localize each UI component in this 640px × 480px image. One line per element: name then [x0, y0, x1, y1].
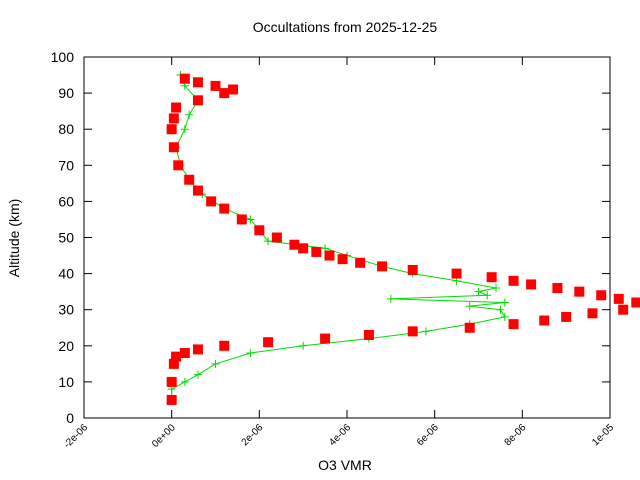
point	[219, 340, 230, 351]
y-tick-label: 90	[58, 85, 74, 101]
point	[596, 290, 607, 301]
point	[171, 351, 182, 362]
point	[483, 291, 492, 300]
point	[337, 254, 348, 265]
point	[377, 261, 388, 272]
point	[474, 287, 483, 296]
point	[289, 239, 300, 250]
point	[180, 377, 189, 386]
point	[206, 196, 217, 207]
point	[631, 297, 640, 308]
point	[500, 312, 509, 321]
y-tick-label: 100	[51, 49, 75, 65]
point	[421, 327, 430, 336]
point	[171, 102, 182, 113]
point	[492, 284, 501, 293]
point	[192, 344, 203, 355]
y-tick-label: 0	[66, 410, 74, 426]
point	[219, 88, 230, 99]
point	[166, 376, 177, 387]
point	[324, 250, 335, 261]
x-tick-label: 6e-06	[415, 422, 441, 448]
point	[618, 304, 629, 315]
x-axis-label: O3 VMR	[318, 457, 372, 473]
point	[526, 279, 537, 290]
point	[168, 142, 179, 153]
y-tick-label: 30	[58, 302, 74, 318]
x-tick-label: 2e-06	[240, 422, 266, 448]
point	[192, 185, 203, 196]
point	[508, 275, 519, 286]
point	[271, 232, 282, 243]
y-tick-label: 70	[58, 157, 74, 173]
point	[298, 243, 309, 254]
point	[299, 341, 308, 350]
point	[355, 257, 366, 268]
point	[228, 84, 239, 95]
point	[168, 113, 179, 124]
point	[264, 237, 273, 246]
point	[193, 370, 202, 379]
y-tick-label: 10	[58, 374, 74, 390]
point	[386, 294, 395, 303]
point	[500, 298, 509, 307]
y-axis-label: Altitude (km)	[6, 199, 22, 278]
y-tick-label: 20	[58, 338, 74, 354]
chart-title: Occultations from 2025-12-25	[253, 19, 438, 35]
point	[173, 160, 184, 171]
point	[407, 264, 418, 275]
point	[246, 215, 255, 224]
point	[496, 305, 505, 314]
point	[166, 124, 177, 135]
point	[254, 225, 265, 236]
y-tick-label: 50	[58, 230, 74, 246]
point	[451, 268, 462, 279]
series-line	[171, 74, 506, 400]
point	[561, 311, 572, 322]
x-tick-label: 8e-06	[503, 422, 529, 448]
point	[219, 203, 230, 214]
plot-border	[83, 56, 611, 419]
point	[166, 394, 177, 405]
x-tick-label: 0e+00	[150, 422, 178, 450]
point	[539, 315, 550, 326]
x-tick-label: -2e-06	[62, 422, 91, 451]
point	[574, 286, 585, 297]
point	[552, 283, 563, 294]
point	[407, 326, 418, 337]
point	[192, 95, 203, 106]
point	[613, 293, 624, 304]
y-tick-label: 60	[58, 193, 74, 209]
point	[311, 246, 322, 257]
point	[180, 125, 189, 134]
point	[210, 80, 221, 91]
point	[168, 358, 179, 369]
point	[464, 322, 475, 333]
x-tick-label: 4e-06	[327, 422, 353, 448]
point	[185, 110, 194, 119]
point	[246, 349, 255, 358]
point	[184, 174, 195, 185]
point	[179, 348, 190, 359]
point	[465, 302, 474, 311]
y-tick-label: 80	[58, 121, 74, 137]
point	[508, 319, 519, 330]
point	[263, 337, 274, 348]
point	[179, 73, 190, 84]
point	[587, 308, 598, 319]
point	[486, 272, 497, 283]
point	[320, 333, 331, 344]
point	[363, 329, 374, 340]
x-tick-label: 1e-05	[590, 422, 616, 448]
point	[192, 77, 203, 88]
point	[211, 359, 220, 368]
point	[236, 214, 247, 225]
y-tick-label: 40	[58, 266, 74, 282]
